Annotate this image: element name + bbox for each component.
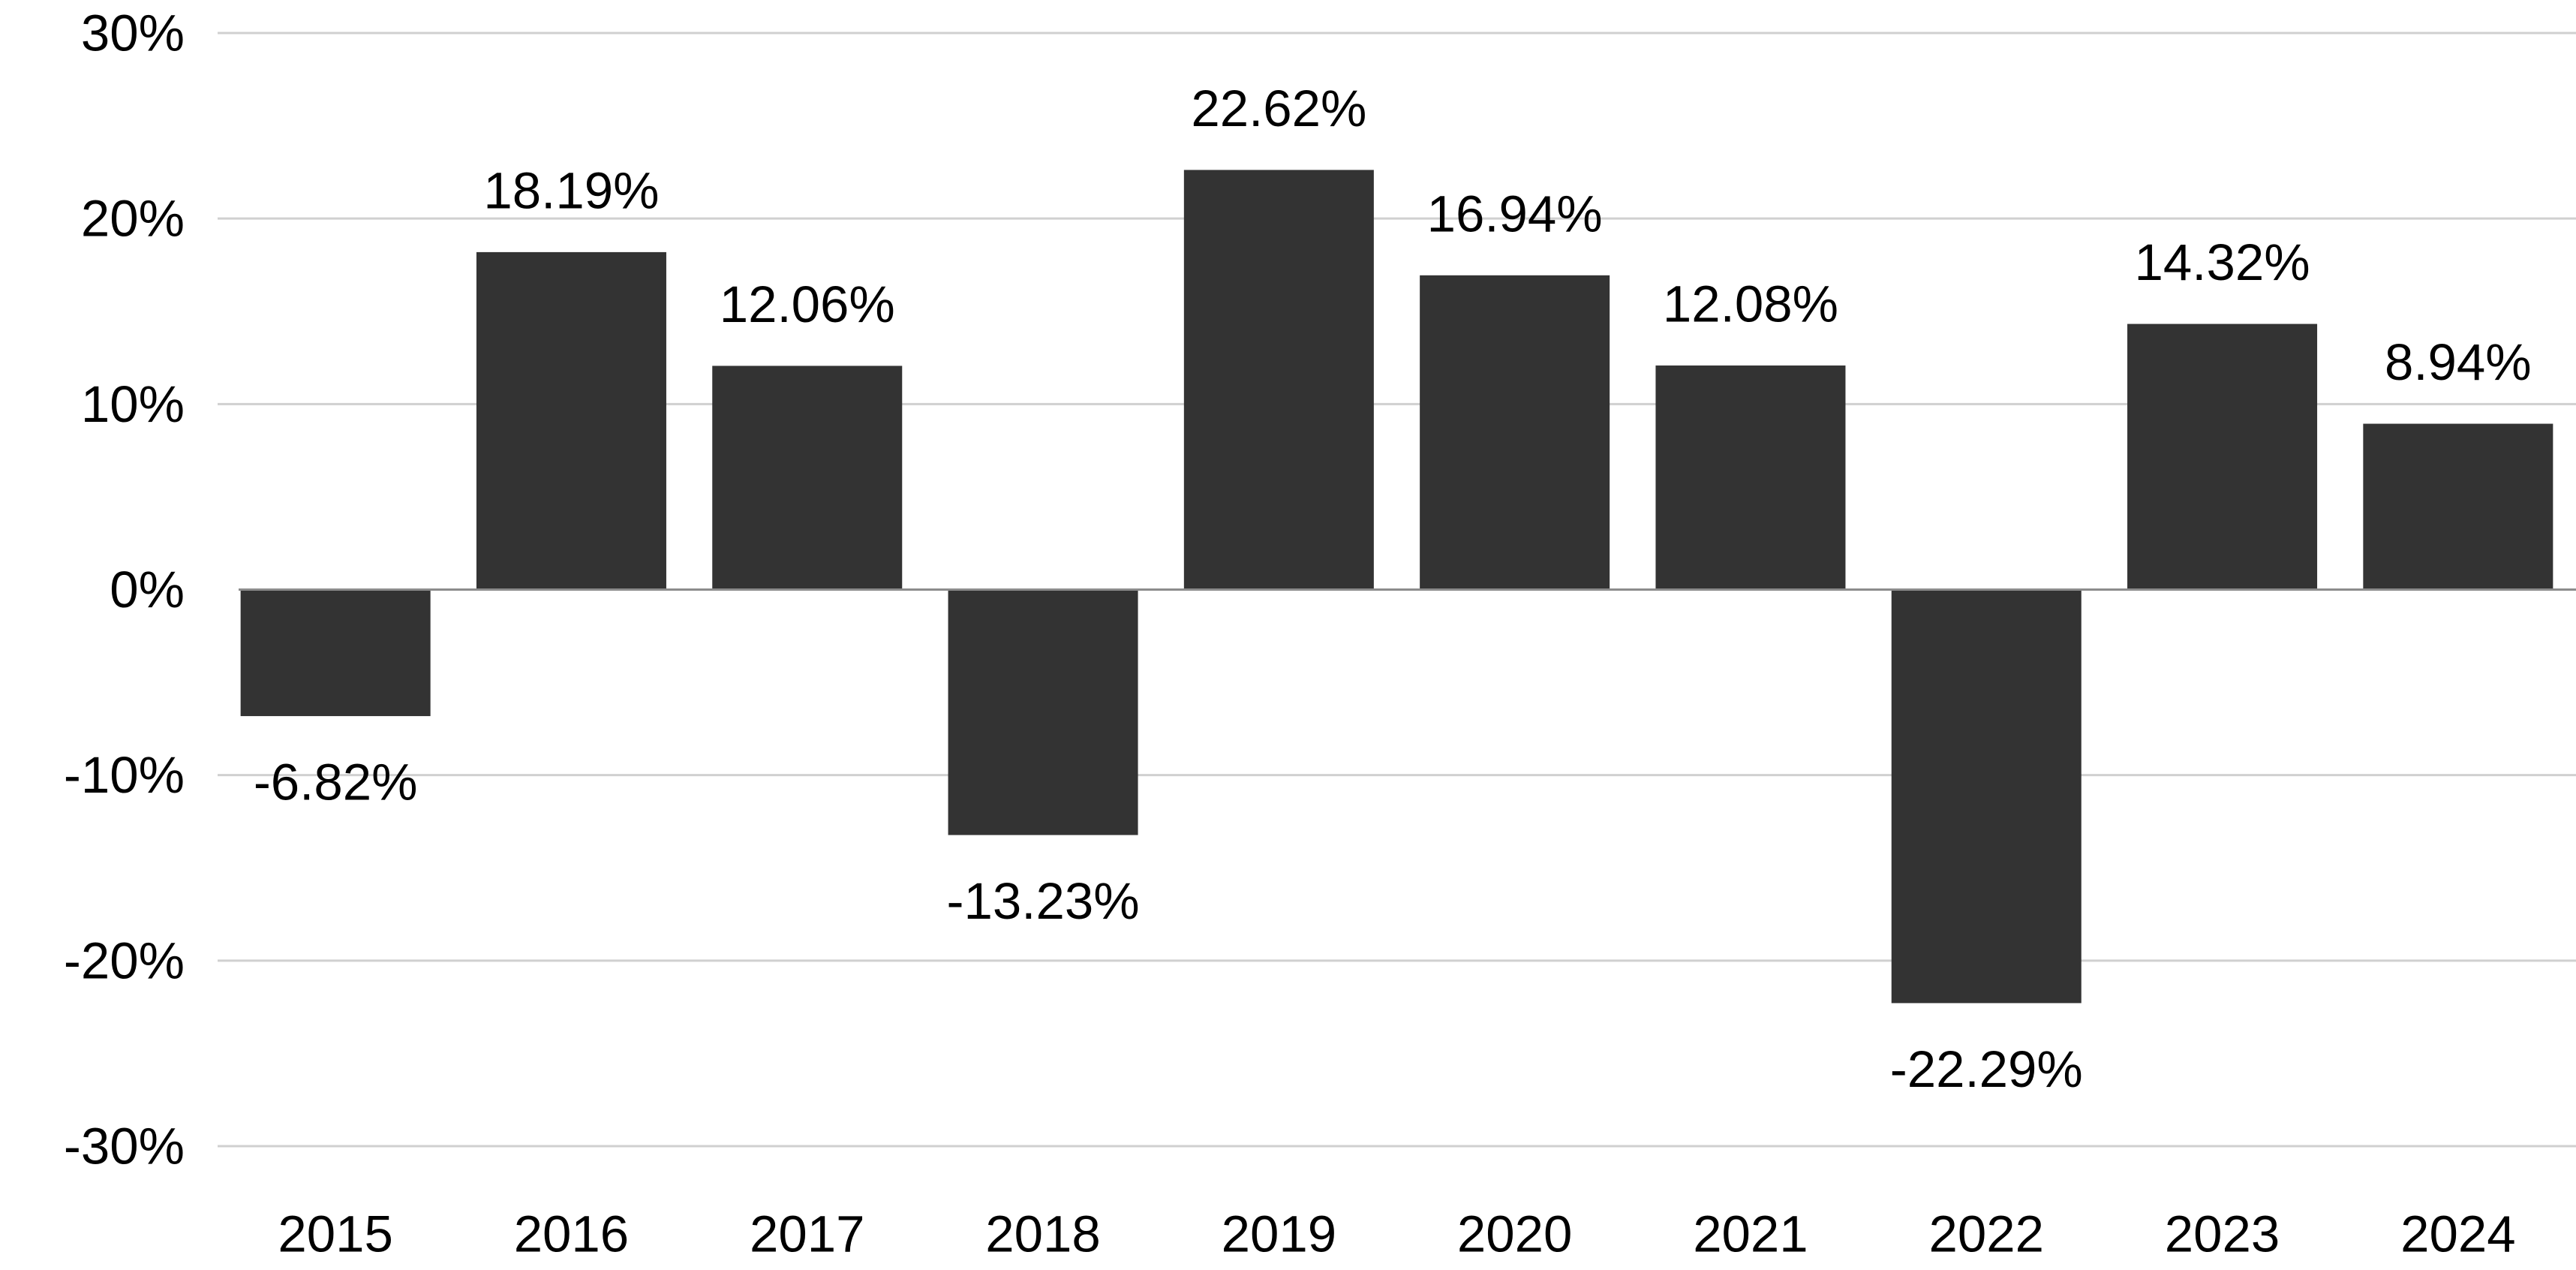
bar-2015	[240, 589, 431, 717]
y-axis-ticks: 30% 20% 10% 0% -10% -20% -30%	[64, 5, 185, 1175]
bar-2018	[948, 589, 1138, 835]
bar-2016	[476, 251, 666, 590]
x-tick-label: 2018	[985, 1205, 1101, 1263]
data-label: -13.23%	[947, 872, 1140, 930]
bar-2017	[712, 366, 903, 590]
x-tick-label: 2021	[1693, 1205, 1808, 1263]
x-tick-label: 2019	[1222, 1205, 1337, 1263]
x-tick-label: 2017	[750, 1205, 865, 1263]
y-tick-label: -20%	[64, 931, 185, 989]
y-tick-label: 20%	[81, 190, 185, 248]
bar-2024	[2363, 423, 2553, 590]
data-label: 12.08%	[1663, 275, 1838, 333]
data-label: -22.29%	[1890, 1040, 2083, 1098]
bar-2022	[1891, 589, 2082, 1004]
data-label: 12.06%	[720, 275, 895, 333]
x-tick-label: 2015	[278, 1205, 393, 1263]
x-tick-label: 2024	[2400, 1205, 2516, 1263]
data-label: 18.19%	[483, 161, 659, 219]
bar-2021	[1655, 365, 1846, 590]
x-tick-label: 2022	[1929, 1205, 2045, 1263]
data-label: 8.94%	[2385, 333, 2532, 391]
bar-2020	[1420, 275, 1610, 590]
y-tick-label: 30%	[81, 5, 185, 62]
x-tick-label: 2016	[514, 1205, 630, 1263]
y-tick-label: 0%	[110, 561, 185, 618]
data-label: -6.82%	[254, 754, 418, 811]
y-tick-label: -10%	[64, 746, 185, 804]
data-label: 22.62%	[1191, 80, 1366, 137]
data-label: 14.32%	[2135, 233, 2310, 291]
y-tick-label: 10%	[81, 375, 185, 433]
y-tick-label: -30%	[64, 1118, 185, 1175]
bar-2019	[1183, 170, 1374, 590]
x-axis-ticks: 2015 2016 2017 2018 2019 2020 2021 2022 2023 2024	[278, 1205, 2515, 1263]
data-labels: -6.82% 18.19% 12.06% -13.23% 22.62% 16.94% 12.…	[254, 80, 2532, 1098]
data-label: 16.94%	[1427, 185, 1603, 242]
x-tick-label: 2020	[1457, 1205, 1573, 1263]
bar-2023	[2127, 324, 2318, 590]
x-tick-label: 2023	[2165, 1205, 2280, 1263]
bars	[240, 170, 2553, 1004]
